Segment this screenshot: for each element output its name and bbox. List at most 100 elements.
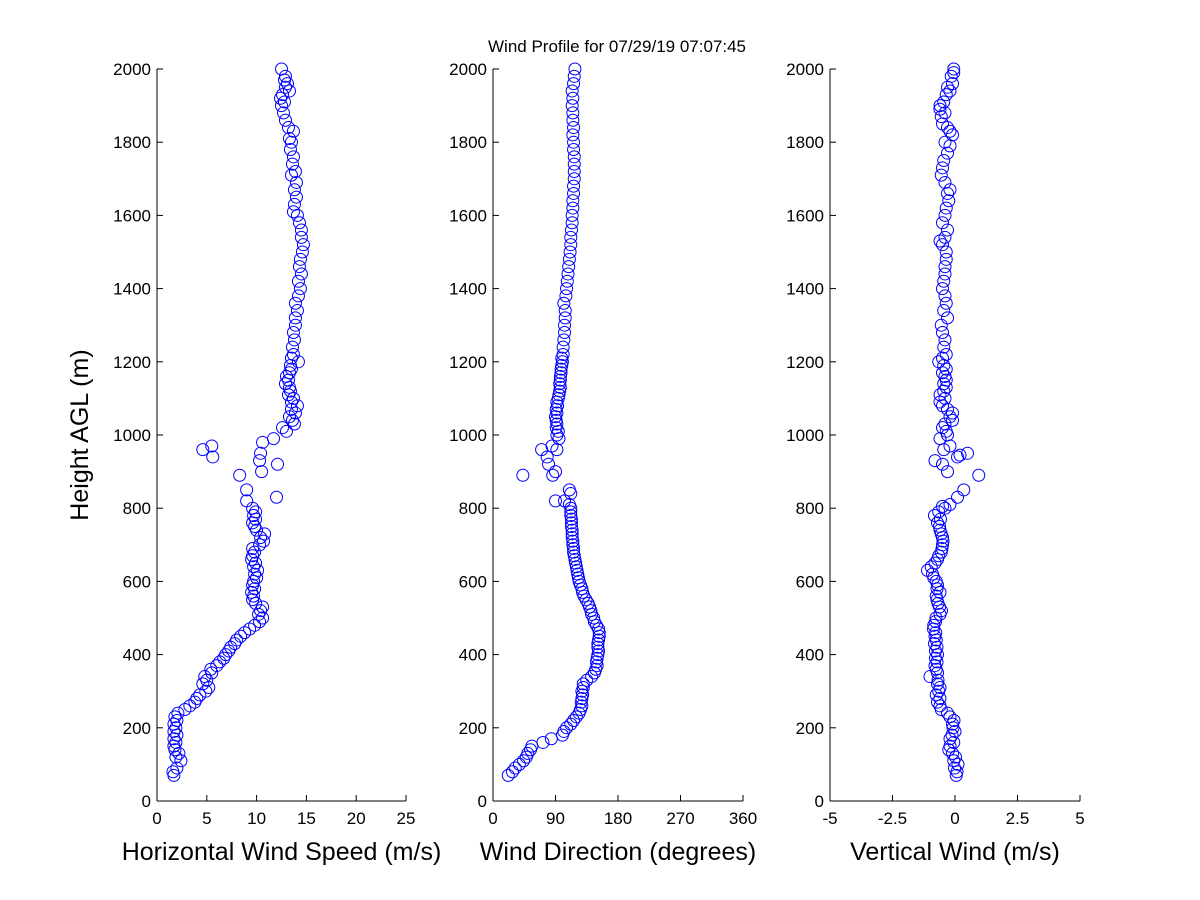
x-tick-label: 270: [666, 809, 694, 828]
figure-title: Wind Profile for 07/29/19 07:07:45: [488, 37, 746, 56]
data-point: [287, 183, 301, 197]
data-point: [564, 238, 578, 252]
data-point: [557, 296, 571, 310]
data-point: [951, 757, 965, 771]
data-point: [196, 677, 210, 691]
data-point: [566, 194, 580, 208]
data-point: [937, 340, 951, 354]
data-point: [936, 282, 949, 296]
data-point: [288, 318, 302, 332]
data-point: [294, 230, 308, 244]
data-point: [255, 465, 269, 479]
data-point: [196, 443, 210, 457]
data-point: [291, 289, 305, 303]
y-tick-label: 0: [815, 792, 824, 811]
data-point: [946, 77, 959, 91]
data-point: [521, 746, 535, 760]
data-point: [565, 99, 579, 113]
data-point: [972, 468, 986, 482]
y-tick-label: 200: [459, 719, 487, 738]
data-point: [557, 333, 571, 347]
data-point: [248, 520, 262, 533]
data-point: [943, 183, 957, 197]
data-point: [206, 450, 220, 464]
data-point: [566, 201, 580, 215]
data-point: [284, 351, 298, 365]
data-point: [591, 640, 605, 654]
data-point: [939, 380, 953, 394]
y-tick-label: 1800: [449, 133, 487, 152]
data-point: [939, 245, 953, 259]
data-point: [941, 706, 954, 720]
data-point: [219, 648, 233, 662]
data-point: [287, 333, 301, 347]
data-point: [567, 179, 581, 193]
y-tick-label: 2000: [786, 60, 824, 79]
data-point: [288, 311, 302, 325]
data-point: [171, 706, 185, 720]
data-point: [943, 124, 957, 138]
y-tick-label: 1600: [449, 206, 487, 225]
x-tick-label: -2.5: [878, 809, 907, 828]
data-point: [566, 538, 580, 552]
data-point: [938, 333, 952, 347]
data-point: [286, 205, 300, 219]
data-point: [279, 424, 293, 438]
data-point: [183, 699, 197, 713]
data-point: [517, 754, 531, 768]
data-point: [267, 432, 281, 446]
data-point: [567, 77, 581, 91]
data-point: [562, 498, 576, 512]
data-point: [205, 439, 219, 453]
y-tick-label: 1000: [786, 426, 824, 445]
data-point: [282, 84, 296, 98]
data-point: [569, 710, 583, 724]
data-point: [938, 175, 952, 189]
data-point: [284, 168, 298, 182]
data-point: [556, 347, 570, 361]
data-point: [941, 223, 954, 237]
data-point: [936, 351, 949, 365]
data-point: [567, 150, 581, 164]
data-point: [508, 761, 522, 775]
data-point: [285, 413, 299, 427]
data-point: [282, 366, 296, 380]
y-tick-label: 200: [796, 719, 824, 738]
data-point: [937, 377, 951, 391]
data-point: [251, 563, 265, 577]
data-point: [558, 326, 572, 340]
data-point: [931, 677, 944, 691]
data-point: [943, 410, 957, 424]
data-point: [953, 448, 967, 462]
data-point: [558, 311, 572, 325]
data-point: [941, 311, 954, 325]
data-point: [169, 721, 183, 735]
data-point: [169, 735, 183, 749]
y-tick-label: 200: [123, 719, 151, 738]
x-tick-label: 10: [247, 809, 266, 828]
data-point: [930, 640, 944, 654]
data-point: [938, 208, 952, 222]
data-point: [928, 509, 941, 523]
data-point: [289, 175, 303, 189]
data-point: [256, 600, 270, 614]
data-point: [936, 421, 949, 435]
data-point: [274, 91, 288, 105]
data-point: [563, 245, 577, 259]
y-tick-label: 1400: [449, 280, 487, 299]
data-point: [933, 520, 946, 533]
data-point: [947, 66, 961, 80]
data-point: [288, 296, 302, 310]
data-point: [938, 369, 952, 383]
data-point: [275, 99, 288, 113]
x-axis-label: Wind Direction (degrees): [480, 838, 757, 866]
data-point: [585, 670, 599, 684]
data-point: [932, 355, 946, 369]
data-point: [550, 443, 564, 457]
data-point: [947, 62, 961, 76]
data-point: [283, 143, 297, 157]
y-tick-label: 1800: [113, 133, 151, 152]
data-point: [278, 80, 292, 94]
data-point: [961, 446, 974, 460]
data-point: [289, 190, 303, 204]
